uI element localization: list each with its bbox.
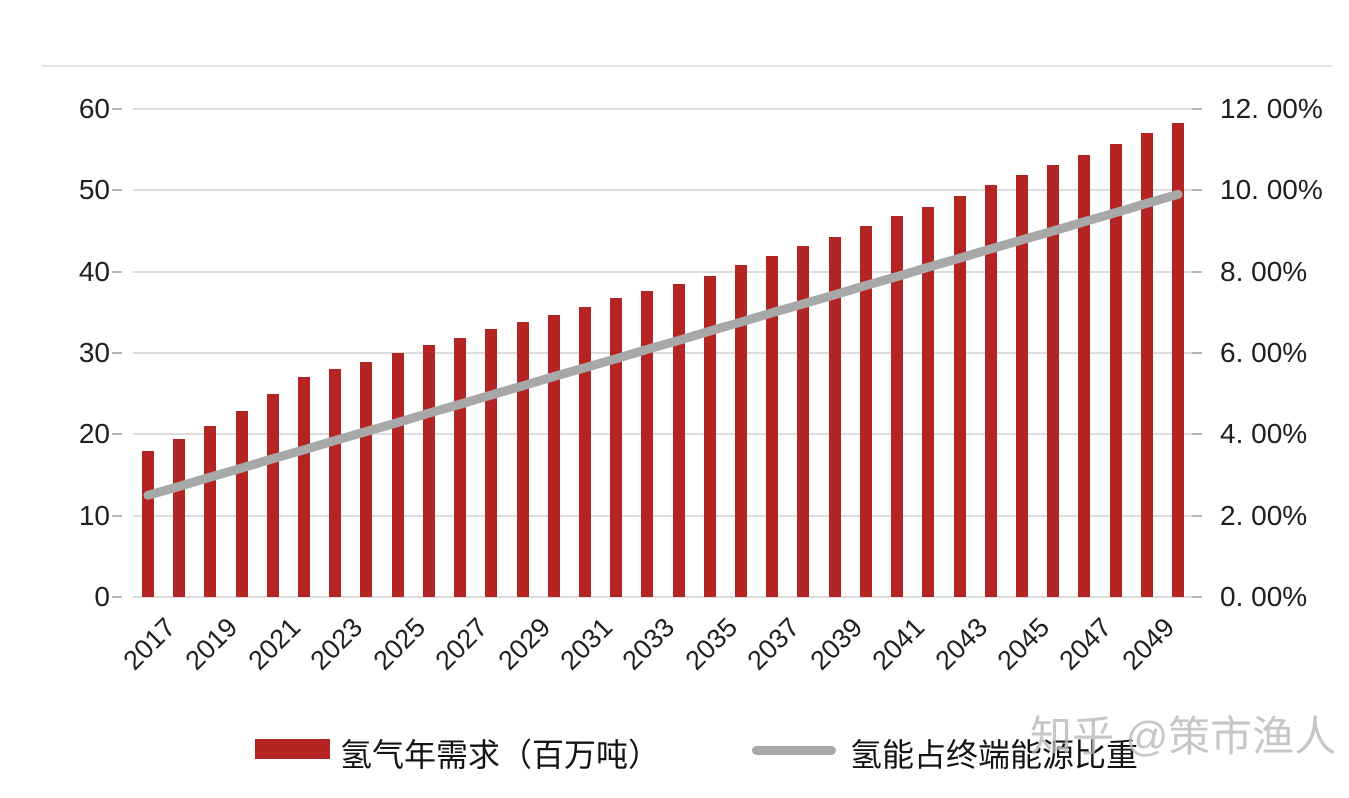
left-axis-tick xyxy=(112,108,122,110)
right-axis-tick-label: 0. 00% xyxy=(1220,581,1308,612)
bar-2041 xyxy=(891,216,904,597)
right-axis-tick-label: 8. 00% xyxy=(1220,255,1308,287)
bar-2022 xyxy=(298,377,311,597)
bar-2025 xyxy=(391,353,404,597)
right-axis-tick xyxy=(1192,433,1202,436)
right-axis-tick xyxy=(1192,189,1202,192)
chart-legend: 氢气年需求（百万吨） 氢能占终端能源比重 xyxy=(0,712,1349,782)
right-axis-tick xyxy=(1192,514,1202,517)
line-series-label: 氢能占终端能源比重 xyxy=(850,737,1139,773)
gridline xyxy=(133,270,1192,273)
right-axis-tick-label: 4. 00% xyxy=(1220,418,1308,450)
gridline xyxy=(133,596,1192,598)
left-axis-tick-label: 40 xyxy=(78,255,110,287)
left-axis-tick-label: 60 xyxy=(78,93,110,124)
gridline xyxy=(133,514,1192,517)
left-axis-tick xyxy=(112,514,122,517)
bar-2038 xyxy=(797,246,810,597)
watermark: 知乎 @策市渔人 xyxy=(1030,713,1337,760)
left-axis-tick xyxy=(112,352,122,354)
bar-2030 xyxy=(547,314,560,597)
left-axis-tick xyxy=(112,270,122,273)
left-axis-tick xyxy=(112,189,122,192)
right-axis-tick xyxy=(1192,108,1202,110)
bar-2044 xyxy=(984,185,997,597)
right-axis-tick xyxy=(1192,596,1202,598)
gridline xyxy=(133,108,1192,110)
bar-2043 xyxy=(953,196,966,597)
bar-2046 xyxy=(1047,165,1060,597)
bar-2031 xyxy=(578,307,591,597)
line-series xyxy=(143,189,1183,500)
bar-2039 xyxy=(828,236,841,597)
left-axis-tick-label: 30 xyxy=(78,337,110,368)
left-axis-tick-label: 20 xyxy=(78,418,110,450)
bar-2024 xyxy=(360,361,373,597)
bar-2021 xyxy=(266,393,279,597)
line-series-swatch xyxy=(752,746,836,755)
bar-2049 xyxy=(1140,133,1153,597)
bar-2034 xyxy=(672,283,685,597)
gridline xyxy=(133,189,1192,192)
bar-series-swatch xyxy=(255,739,330,759)
left-axis-tick-label: 50 xyxy=(78,174,110,206)
right-axis-tick-label: 6. 00% xyxy=(1220,337,1308,368)
left-axis-tick-label: 0 xyxy=(94,581,110,612)
bar-2032 xyxy=(610,297,623,597)
right-axis-tick-label: 10. 00% xyxy=(1220,174,1323,206)
bar-2037 xyxy=(766,256,779,597)
right-axis-tick xyxy=(1192,270,1202,273)
bar-2020 xyxy=(235,410,248,597)
gridline xyxy=(133,352,1192,354)
bar-2017 xyxy=(142,450,154,597)
bar-2036 xyxy=(735,265,748,597)
top-divider xyxy=(42,65,1332,67)
bar-2019 xyxy=(204,426,217,597)
bar-2045 xyxy=(1015,174,1028,597)
bar-2035 xyxy=(703,275,716,597)
bar-2040 xyxy=(859,226,872,597)
bar-2050 xyxy=(1172,122,1184,597)
bar-2048 xyxy=(1109,143,1122,597)
bar-2033 xyxy=(641,291,654,597)
left-axis-tick xyxy=(112,433,122,436)
left-axis-tick-label: 10 xyxy=(78,499,110,531)
left-axis-tick xyxy=(112,596,122,598)
bar-2023 xyxy=(329,369,342,597)
right-axis-tick-label: 2. 00% xyxy=(1220,499,1308,531)
chart-plot-area xyxy=(112,108,1202,598)
bar-2042 xyxy=(922,206,935,597)
right-axis-tick-label: 12. 00% xyxy=(1220,93,1323,124)
bar-series-label: 氢气年需求（百万吨） xyxy=(340,737,661,773)
right-axis-tick xyxy=(1192,352,1202,354)
gridline xyxy=(133,433,1192,436)
bar-2018 xyxy=(173,439,186,597)
bar-2047 xyxy=(1078,154,1091,597)
